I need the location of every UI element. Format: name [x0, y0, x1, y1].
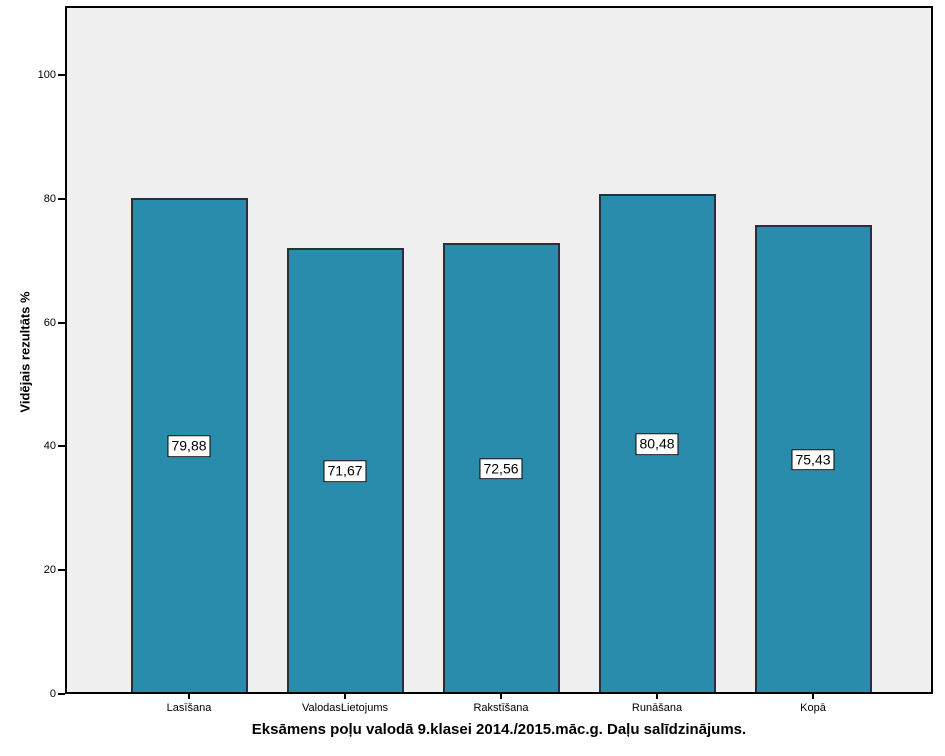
y-tick-60 — [58, 322, 65, 324]
y-tick-label-20: 20 — [43, 564, 56, 576]
y-tick-label-60: 60 — [43, 317, 56, 329]
bar-0: 79,88 — [130, 198, 248, 692]
y-tick-20 — [58, 569, 65, 571]
y-tick-0 — [58, 693, 65, 695]
x-tick-1 — [344, 694, 346, 699]
x-axis-category-label-0: Lasīšana — [166, 702, 212, 714]
y-tick-80 — [58, 198, 65, 200]
bar-3: 80,48 — [598, 194, 716, 692]
y-tick-label-100: 100 — [37, 69, 56, 81]
bar-value-label-1: 71,67 — [323, 460, 367, 482]
y-tick-label-40: 40 — [43, 440, 56, 452]
y-tick-label-0: 0 — [49, 688, 56, 700]
y-tick-label-80: 80 — [43, 193, 56, 205]
x-tick-2 — [500, 694, 502, 699]
bar-value-label-4: 75,43 — [791, 448, 835, 471]
x-axis-category-label-2: Rakstīšana — [473, 702, 529, 714]
bar-4: 75,43 — [754, 225, 872, 692]
chart-title: Eksāmens poļu valodā 9.klasei 2014./2015… — [251, 721, 747, 738]
x-axis-category-label-3: Runāšana — [631, 702, 683, 714]
x-axis-category-label-1: ValodasLietojums — [301, 702, 388, 714]
bar-value-label-3: 80,48 — [635, 433, 679, 455]
bar-2: 72,56 — [442, 243, 560, 692]
x-tick-3 — [656, 694, 658, 699]
x-tick-0 — [188, 694, 190, 699]
x-tick-4 — [812, 694, 814, 699]
plot-area: 79,88 71,67 72,56 80,48 75,43 — [65, 6, 933, 694]
x-axis-category-label-4: Kopā — [800, 702, 826, 714]
y-tick-100 — [58, 74, 65, 76]
bar-1: 71,67 — [286, 248, 404, 692]
bar-value-label-2: 72,56 — [479, 457, 523, 480]
bar-value-label-0: 79,88 — [167, 435, 211, 457]
y-tick-40 — [58, 445, 65, 447]
y-axis-title: Vidējais rezultāts % — [17, 291, 33, 413]
